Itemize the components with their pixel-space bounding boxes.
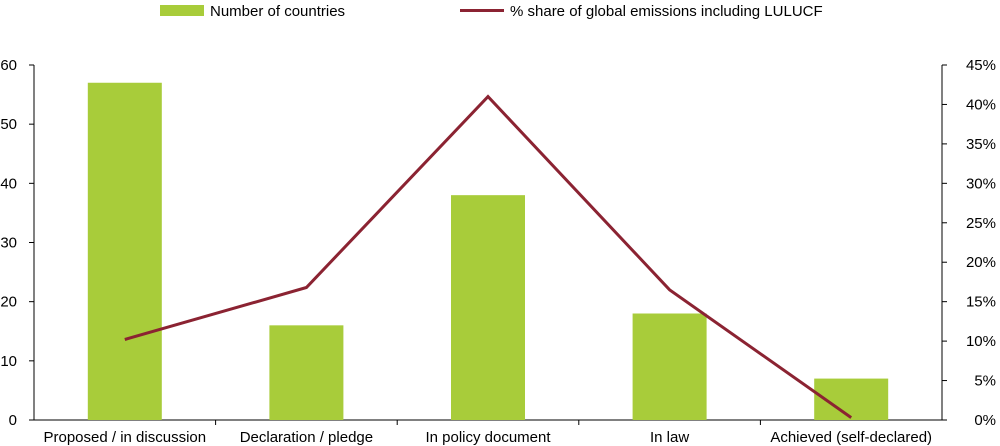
y-left-tick-label: 10 xyxy=(0,353,17,370)
legend-label-bar: Number of countries xyxy=(210,3,345,20)
x-tick-label: Proposed / in discussion xyxy=(44,429,207,446)
bar xyxy=(451,195,525,420)
y-right-tick-label: 40% xyxy=(966,96,996,113)
x-tick-label: Achieved (self-declared) xyxy=(770,429,932,446)
legend-label-line: % share of global emissions including LU… xyxy=(510,3,823,20)
bar xyxy=(632,313,707,420)
y-right-tick-label: 20% xyxy=(966,254,996,271)
y-right-tick-label: 10% xyxy=(966,333,996,350)
y-right-tick-label: 45% xyxy=(966,57,996,74)
line-series xyxy=(124,94,853,419)
x-tick-label: Declaration / pledge xyxy=(240,429,373,446)
y-right-tick-label: 30% xyxy=(966,175,996,192)
x-tick-label: In law xyxy=(650,429,689,446)
y-left-tick-label: 50 xyxy=(0,116,17,133)
y-right-tick-label: 0% xyxy=(974,412,996,429)
y-left-tick-label: 30 xyxy=(0,235,17,252)
y-left-tick-label: 20 xyxy=(0,294,17,311)
y-right-tick-label: 35% xyxy=(966,136,996,153)
plot-area: 0 10 20 30 40 50 60 0% 5% 10% 15% 20% 25% 30% 35% 40% 45… xyxy=(0,57,996,446)
legend-swatch-bar xyxy=(160,5,204,16)
x-tick-label: In policy document xyxy=(425,429,551,446)
y-right-tick-label: 25% xyxy=(966,215,996,232)
y-left-tick-label: 0 xyxy=(9,412,17,429)
legend: Number of countries % share of global em… xyxy=(160,3,823,20)
y-right-tick-label: 5% xyxy=(974,373,996,390)
bar xyxy=(269,325,344,420)
y-left-tick-label: 60 xyxy=(0,57,17,74)
bar xyxy=(87,82,162,420)
y-left-tick-label: 40 xyxy=(0,175,17,192)
y-right-tick-label: 15% xyxy=(966,294,996,311)
